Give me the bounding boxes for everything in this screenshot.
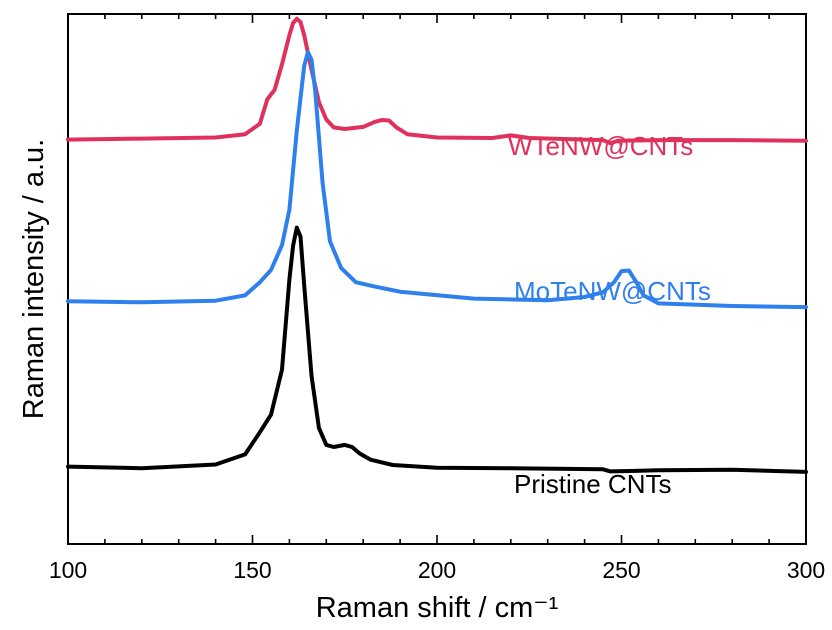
series-label-wtenw-cnts: WTeNW@CNTs bbox=[508, 131, 693, 161]
x-axis-title: Raman shift / cm⁻¹ bbox=[316, 592, 559, 624]
series-label-pristine-cnts: Pristine CNTs bbox=[514, 469, 671, 499]
y-axis-title: Raman intensity / a.u. bbox=[18, 139, 50, 419]
x-tick-label-100: 100 bbox=[49, 557, 87, 583]
series-label-motenw-cnts: MoTeNW@CNTs bbox=[514, 276, 711, 306]
x-tick-label-250: 250 bbox=[602, 557, 640, 583]
series-line-wtenw-cnts bbox=[66, 16, 808, 146]
x-axis-tick-labels: 100 150 200 250 300 bbox=[49, 557, 825, 583]
x-tick-label-200: 200 bbox=[418, 557, 456, 583]
series-line-pristine-cnts bbox=[66, 225, 808, 474]
series-line-motenw-cnts bbox=[66, 50, 808, 310]
series-lines bbox=[66, 16, 808, 474]
x-axis-ticks bbox=[67, 14, 807, 544]
x-tick-label-300: 300 bbox=[787, 557, 825, 583]
x-tick-label-150: 150 bbox=[233, 557, 271, 583]
